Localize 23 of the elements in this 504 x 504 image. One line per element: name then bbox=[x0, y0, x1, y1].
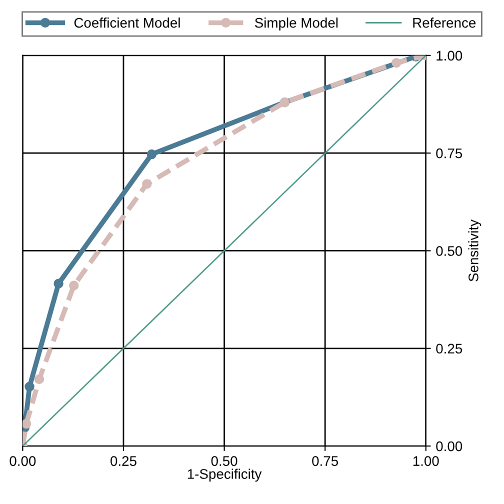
x-tick-label: 0.50 bbox=[211, 456, 238, 466]
y-tick-label: 0.00 bbox=[436, 441, 462, 452]
y-tick-label: 0.25 bbox=[436, 344, 462, 354]
x-tick-label: 1.00 bbox=[413, 456, 439, 466]
x-tick-label: 0.00 bbox=[10, 456, 36, 466]
y-tick-label: 0.50 bbox=[436, 246, 462, 256]
legend-label: Reference bbox=[413, 18, 476, 28]
point bbox=[54, 278, 64, 288]
x-tick-label: 0.25 bbox=[110, 456, 136, 466]
point bbox=[69, 280, 79, 290]
point bbox=[34, 374, 44, 384]
y-axis-title: Sensitivity bbox=[468, 220, 482, 282]
legend-label: Coefficient Model bbox=[74, 18, 180, 28]
point bbox=[142, 179, 152, 189]
point bbox=[146, 149, 157, 160]
point bbox=[24, 382, 34, 392]
y-tick-label: 0.75 bbox=[436, 148, 462, 158]
legend-label: Simple Model bbox=[254, 18, 338, 30]
x-tick-label: 0.75 bbox=[312, 456, 338, 466]
x-axis-title: 1-Specificity bbox=[188, 468, 262, 482]
point bbox=[22, 418, 32, 429]
point bbox=[392, 58, 402, 68]
y-tick-label: 1.00 bbox=[436, 50, 462, 61]
